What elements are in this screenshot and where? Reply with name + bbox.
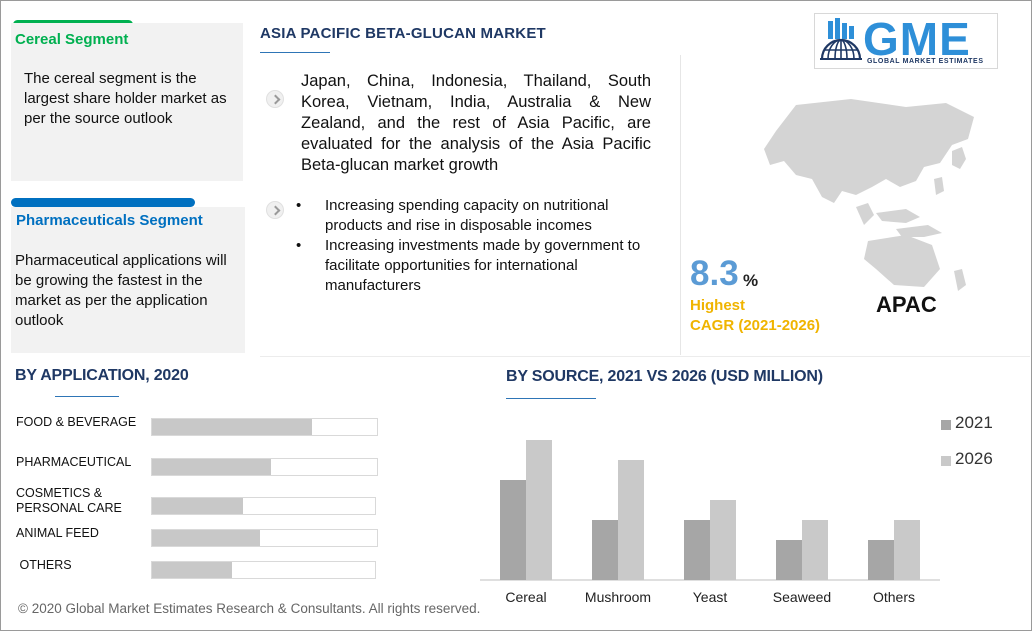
logo-subtitle: GLOBAL MARKET ESTIMATES — [867, 58, 984, 65]
source-bar-2026 — [618, 460, 644, 580]
legend-swatch-2021 — [941, 420, 951, 430]
cagr-value: 8.3 — [690, 254, 739, 293]
cereal-segment-card — [11, 23, 243, 181]
source-title-underline — [506, 398, 596, 399]
source-bar-2021 — [868, 540, 894, 580]
pharma-segment-text: Pharmaceutical applications will be grow… — [15, 252, 227, 329]
source-category-label: Cereal — [505, 589, 546, 605]
source-bar-2021 — [776, 540, 802, 580]
application-bar — [152, 419, 312, 435]
source-bar-2026 — [894, 520, 920, 580]
application-bar-track — [151, 497, 376, 515]
source-bar-2021 — [592, 520, 618, 580]
chevron-right-icon — [266, 201, 284, 219]
main-title: ASIA PACIFIC BETA-GLUCAN MARKET — [260, 25, 546, 42]
application-category-label-line: ANIMAL FEED — [16, 526, 99, 540]
main-title-underline — [260, 52, 330, 53]
legend-label-2026: 2026 — [955, 449, 993, 468]
application-category-label: PHARMACEUTICAL — [16, 455, 131, 470]
application-category-label: OTHERS — [16, 558, 72, 573]
growth-drivers-list: Increasing spending capacity on nutritio… — [296, 196, 666, 296]
application-category-label-line: PHARMACEUTICAL — [16, 455, 132, 469]
source-bar-2026 — [802, 520, 828, 580]
application-bar — [152, 530, 260, 546]
growth-driver-item: Increasing spending capacity on nutritio… — [296, 196, 666, 236]
source-chart-title: BY SOURCE, 2021 VS 2026 (USD MILLION) — [506, 368, 823, 385]
cagr-unit: % — [743, 271, 759, 290]
source-category-label: Others — [873, 589, 915, 605]
pharma-accent-bar — [11, 198, 195, 207]
pharma-segment-card — [11, 207, 245, 353]
application-bar-track — [151, 561, 376, 579]
cagr-label-line2: CAGR (2021-2026) — [690, 317, 821, 334]
application-category-label: COSMETICS & PERSONAL CARE — [16, 486, 122, 516]
application-bar — [152, 459, 272, 475]
application-category-label-line: COSMETICS & — [16, 486, 103, 500]
copyright-notice: © 2020 Global Market Estimates Research … — [18, 601, 481, 616]
source-category-label: Yeast — [693, 589, 728, 605]
source-bar-2021 — [500, 480, 526, 580]
application-title-underline — [55, 396, 119, 397]
legend-label-2021: 2021 — [955, 413, 993, 432]
application-bar-track — [151, 418, 378, 436]
application-category-label-line: OTHERS — [16, 558, 72, 572]
application-bar — [152, 498, 244, 514]
legend-swatch-2026 — [941, 456, 951, 466]
gme-logo: GME GLOBAL MARKET ESTIMATES — [814, 13, 998, 69]
application-category-label-line: PERSONAL CARE — [16, 501, 122, 515]
source-bar-2021 — [684, 520, 710, 580]
cagr-label-line1: Highest — [690, 297, 746, 314]
application-bar — [152, 562, 233, 578]
source-bar-chart: Cereal Mushroom Yeast Seaweed Others — [480, 440, 940, 605]
pharma-segment-title: Pharmaceuticals Segment — [16, 212, 203, 229]
region-description: Japan, China, Indonesia, Thailand, South… — [301, 72, 651, 174]
asia-pacific-map-icon — [764, 99, 974, 291]
chevron-right-icon — [266, 90, 284, 108]
application-bar-track — [151, 458, 378, 476]
region-label: APAC — [876, 292, 937, 317]
application-bar-track — [151, 529, 378, 547]
growth-driver-item: Increasing investments made by governmen… — [296, 236, 666, 296]
source-category-label: Seaweed — [773, 589, 831, 605]
globe-icon — [820, 18, 862, 60]
source-category-label: Mushroom — [585, 589, 651, 605]
cereal-segment-text: The cereal segment is the largest share … — [24, 70, 227, 127]
cereal-segment-title: Cereal Segment — [15, 31, 129, 48]
application-category-label-line: FOOD & BEVERAGE — [16, 415, 137, 429]
application-category-label: ANIMAL FEED — [16, 526, 99, 541]
source-bar-2026 — [526, 440, 552, 580]
panel-divider — [680, 55, 681, 355]
application-chart-title: BY APPLICATION, 2020 — [15, 367, 189, 384]
section-divider — [260, 356, 1030, 357]
application-category-label: FOOD & BEVERAGE — [16, 415, 136, 430]
logo-wordmark: GME — [863, 13, 971, 65]
source-bar-2026 — [710, 500, 736, 580]
